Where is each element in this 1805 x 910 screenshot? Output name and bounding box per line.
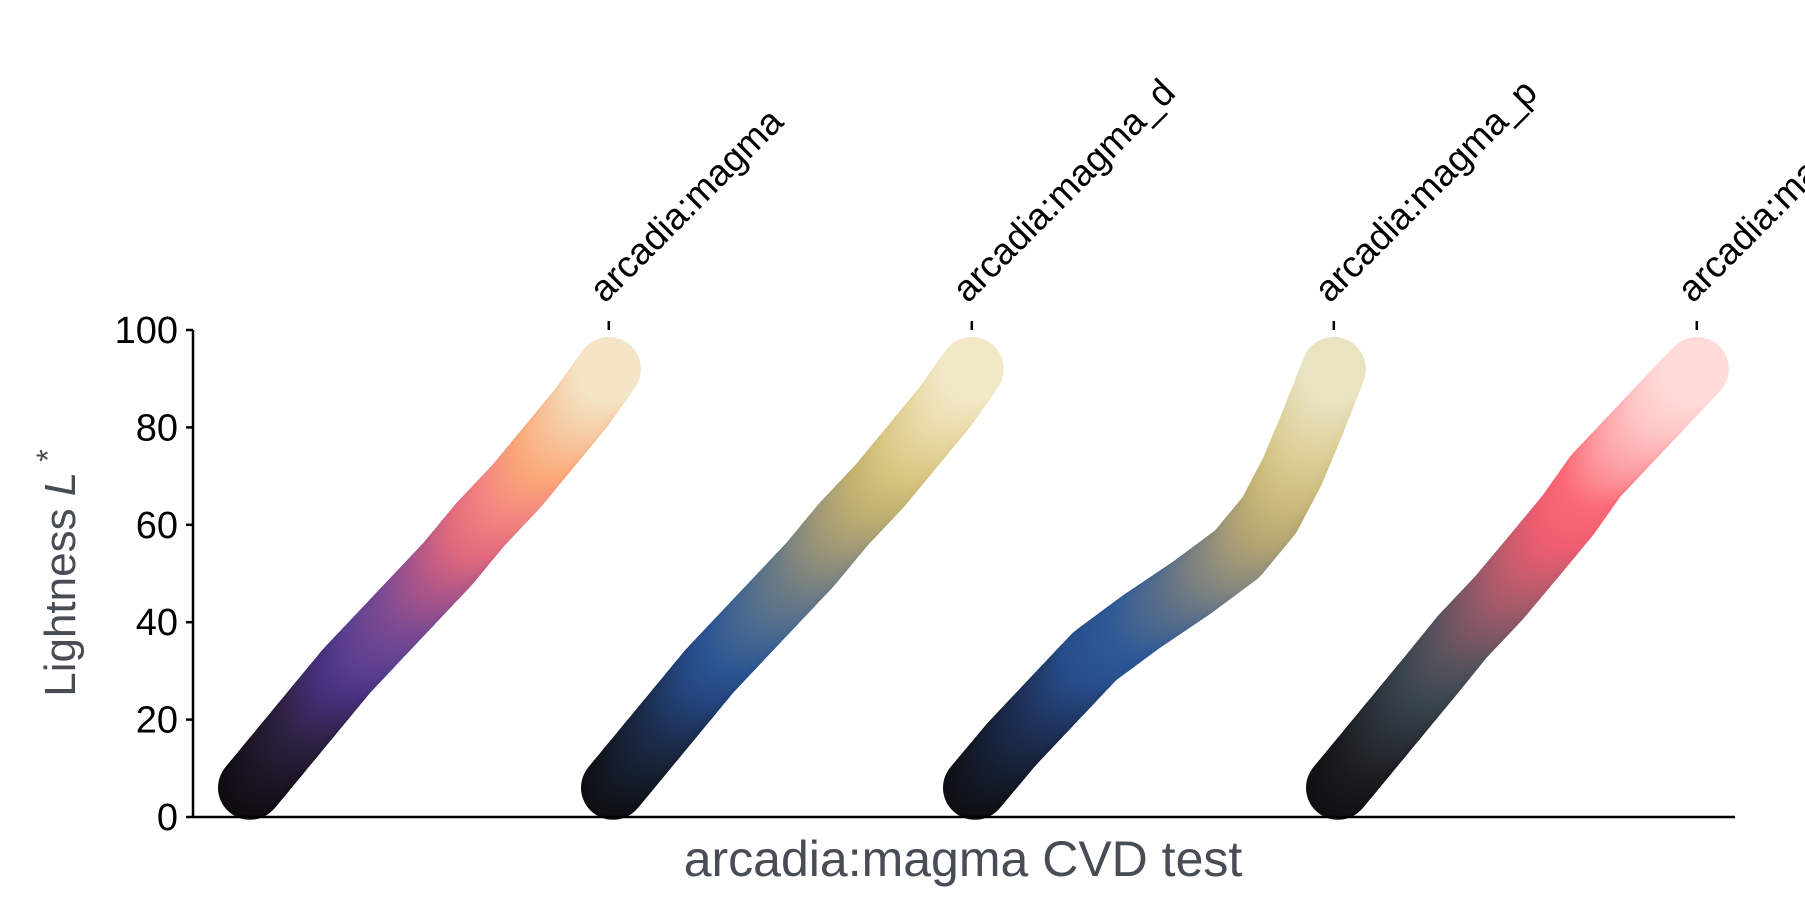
y-tick-label: 20 — [136, 700, 178, 742]
category-labels: arcadia:magma arcadia:magma_d arcadia:magm… — [581, 71, 1805, 330]
series-arcadia-magma-p — [943, 337, 1366, 820]
y-tick-label: 60 — [136, 505, 178, 547]
axes — [191, 330, 1735, 819]
category-label: arcadia:magma_p — [1306, 71, 1544, 309]
series-arcadia-magma — [218, 337, 641, 820]
y-ticks: 0 20 40 60 80 100 — [115, 310, 193, 839]
y-tick-label: 40 — [136, 602, 178, 644]
y-tick-label: 0 — [157, 797, 178, 839]
y-axis-title-sup: * — [30, 449, 66, 461]
y-tick-label: 80 — [136, 407, 178, 449]
series-arcadia-magma-d — [581, 337, 1004, 820]
series-point — [576, 337, 641, 401]
y-axis-title: Lightness L * — [30, 449, 85, 697]
series-point — [939, 337, 1004, 401]
series-point — [1664, 337, 1729, 401]
y-axis-title-main: Lightness — [36, 496, 85, 697]
category-label: arcadia:magma — [581, 100, 791, 310]
y-axis-title-var: L — [36, 472, 85, 496]
x-axis-title: arcadia:magma CVD test — [684, 831, 1243, 887]
y-tick-label: 100 — [115, 310, 178, 352]
category-label: arcadia:magma_d — [944, 71, 1182, 309]
series-layer — [218, 337, 1729, 820]
series-point — [1301, 337, 1366, 401]
category-label: arcadia:magma_t — [1669, 78, 1805, 310]
series-arcadia-magma-t — [1306, 337, 1729, 820]
